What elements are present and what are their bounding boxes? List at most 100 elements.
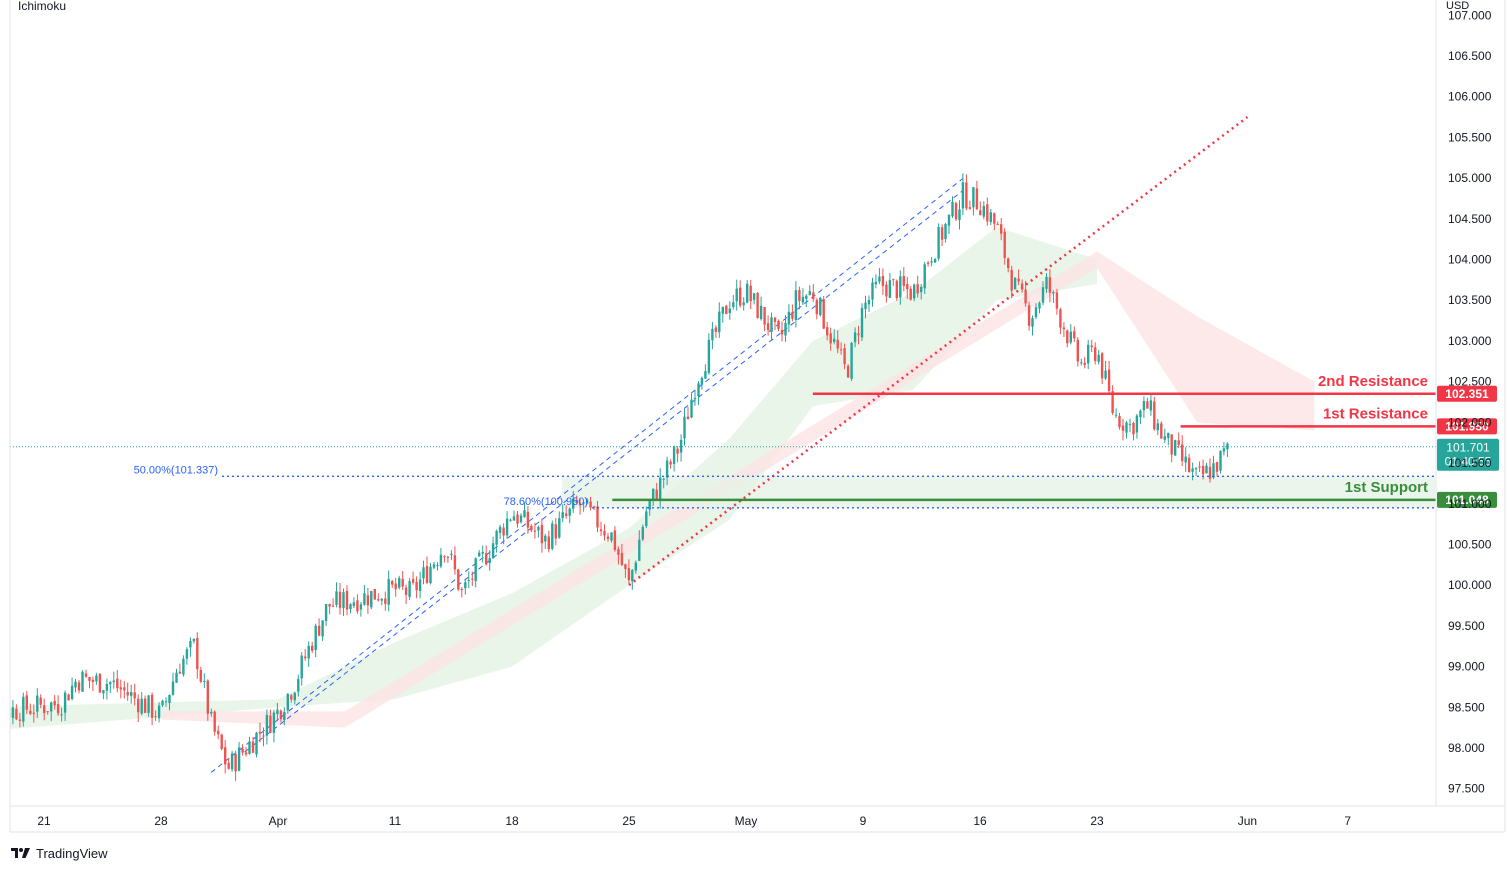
candle-body <box>88 677 91 681</box>
candle-body <box>203 681 206 682</box>
candle-body <box>540 524 544 544</box>
time-tick-label: 23 <box>1090 814 1104 828</box>
candle-body <box>50 702 53 712</box>
candle-body <box>669 461 672 465</box>
candle-body <box>265 714 269 736</box>
candle-body <box>352 602 356 606</box>
candle-body <box>1097 354 1100 362</box>
candle-body <box>547 536 550 550</box>
time-axis[interactable]: 21 28 Apr 11 18 25 May 9 16 23 Jun 7 <box>37 814 1351 828</box>
candle-body <box>683 416 686 439</box>
candle-body <box>408 581 411 597</box>
time-tick-label: Apr <box>269 814 288 828</box>
candle-body <box>582 502 585 504</box>
fib-level-label: 78.60%(100.950) <box>504 496 588 508</box>
candle-body <box>1027 305 1031 326</box>
candle-body <box>676 448 679 454</box>
candle-body <box>895 280 898 299</box>
candle-body <box>961 182 965 209</box>
candle-body <box>272 712 276 733</box>
candle-body <box>1007 258 1010 269</box>
candle-body <box>18 719 22 721</box>
candle-body <box>1038 302 1041 309</box>
candle-body <box>603 530 606 536</box>
candle-body <box>1073 331 1076 339</box>
candle-body <box>617 549 620 555</box>
candle-body <box>185 649 189 659</box>
candle-body <box>467 580 470 582</box>
candle-body <box>551 523 554 549</box>
candle-body <box>255 732 258 755</box>
time-tick-label: 18 <box>505 814 519 828</box>
candle-body <box>1177 440 1180 445</box>
candle-body <box>996 223 999 225</box>
candle-body <box>317 625 321 636</box>
candle-body <box>638 539 641 561</box>
candle-body <box>794 290 798 320</box>
tradingview-brand[interactable]: TradingView <box>10 843 108 863</box>
time-tick-label: 7 <box>1344 814 1351 828</box>
candle-body <box>304 656 307 659</box>
candle-body <box>488 558 491 563</box>
candle-body <box>1222 448 1226 452</box>
candle-body <box>105 684 109 691</box>
candle-body <box>986 204 989 222</box>
candle-body <box>631 570 634 582</box>
candle-body <box>206 680 209 714</box>
candle-body <box>665 460 669 478</box>
time-tick-label: 16 <box>973 814 987 828</box>
tradingview-logo-icon <box>11 848 30 858</box>
fib-trend-line-lower <box>210 177 964 773</box>
candle-body <box>596 506 599 528</box>
candle-body <box>937 227 940 259</box>
candle-body <box>916 284 919 294</box>
candle-body <box>1156 423 1159 431</box>
candle-body <box>283 712 286 721</box>
candle-body <box>812 292 815 300</box>
candle-body <box>791 312 794 319</box>
price-tick-label: 101.500 <box>1448 456 1492 470</box>
price-axis[interactable]: 97.500 98.000 98.500 99.000 99.500 100.000 100… <box>1448 8 1492 795</box>
candle-body <box>1003 231 1006 258</box>
candle-body <box>1135 415 1139 433</box>
price-tick-label: 107.000 <box>1448 8 1492 22</box>
candle-body <box>899 276 902 298</box>
trend-lines <box>210 116 1249 773</box>
candle-body <box>224 747 227 765</box>
candle-body <box>36 695 39 712</box>
candle-body <box>1100 353 1104 379</box>
candle-body <box>84 673 88 677</box>
candle-body <box>1163 436 1166 440</box>
candle-body <box>909 288 912 300</box>
price-tick-label: 98.500 <box>1448 700 1485 714</box>
candle-body <box>161 700 164 706</box>
candle-body <box>1024 289 1027 304</box>
candle-body <box>1212 463 1215 478</box>
candle-body <box>693 397 697 400</box>
time-tick-label: 11 <box>389 814 402 828</box>
candle-body <box>199 669 202 682</box>
candle-body <box>1083 362 1086 366</box>
price-tick-label: 104.500 <box>1448 212 1492 226</box>
candle-body <box>210 711 213 714</box>
price-tick-label: 105.000 <box>1448 171 1492 185</box>
candle-body <box>965 182 968 209</box>
candle-body <box>137 698 140 713</box>
candle-body <box>1184 456 1187 463</box>
candle-body <box>1059 309 1062 328</box>
candle-body <box>770 317 773 332</box>
candle-body <box>276 709 279 715</box>
1st-support-tag-label: 101.048 <box>1445 493 1489 507</box>
indicator-label[interactable]: Ichimoku <box>18 0 66 13</box>
candle-body <box>634 562 637 571</box>
candle-body <box>739 287 742 306</box>
candle-body <box>819 297 822 315</box>
candle-body <box>1128 423 1132 425</box>
candle-body <box>464 582 467 589</box>
candle-body <box>269 715 272 733</box>
candle-body <box>1146 401 1149 409</box>
candle-body <box>568 508 571 516</box>
time-tick-label: 9 <box>860 814 867 828</box>
candle-body <box>544 535 547 542</box>
